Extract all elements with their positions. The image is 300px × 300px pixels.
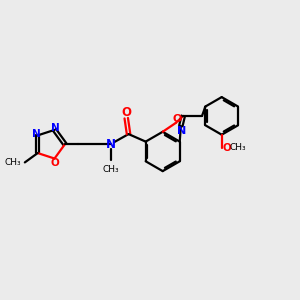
Text: CH₃: CH₃ (229, 143, 246, 152)
Text: N: N (51, 124, 60, 134)
Text: O: O (50, 158, 59, 168)
Text: O: O (121, 106, 131, 119)
Text: CH₃: CH₃ (5, 158, 21, 167)
Text: O: O (172, 115, 182, 124)
Text: N: N (106, 138, 116, 151)
Text: O: O (223, 143, 232, 153)
Text: N: N (177, 126, 186, 136)
Text: N: N (32, 129, 41, 139)
Text: CH₃: CH₃ (102, 165, 119, 174)
